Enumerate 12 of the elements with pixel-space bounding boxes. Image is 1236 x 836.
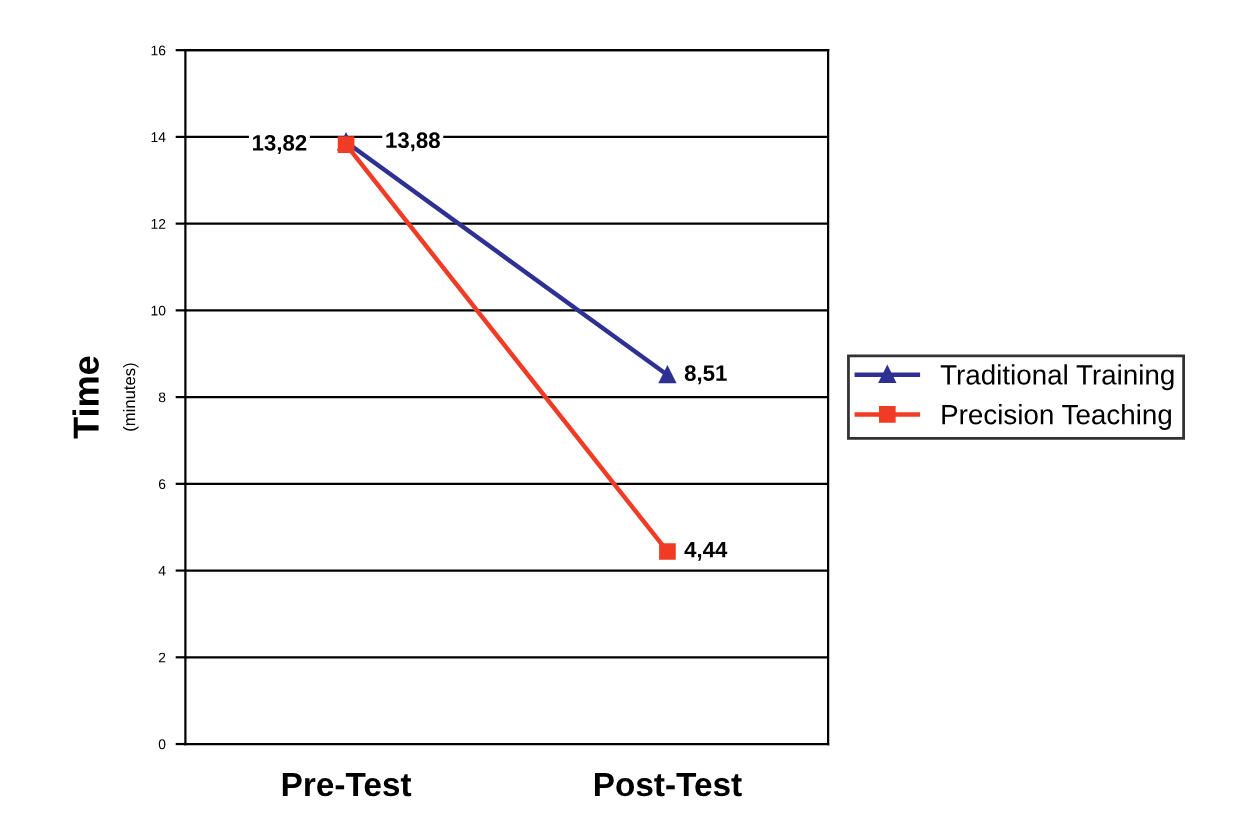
text: (minutes) (123, 363, 139, 431)
point (659, 366, 676, 384)
x-tick-label: Pre-Test (282, 773, 412, 797)
data-label: 13,82 (252, 134, 307, 154)
point (659, 543, 676, 560)
data-label: 4,44 (684, 541, 728, 561)
legend-label: Precision Teaching (942, 404, 1171, 430)
data-label: 13,88 (386, 132, 440, 152)
legend-label: Traditional Training (940, 364, 1174, 391)
data-label: 8,51 (684, 365, 727, 385)
y-axis-title: Time (72, 356, 99, 439)
x-tick-label: Post-Test (594, 773, 742, 797)
